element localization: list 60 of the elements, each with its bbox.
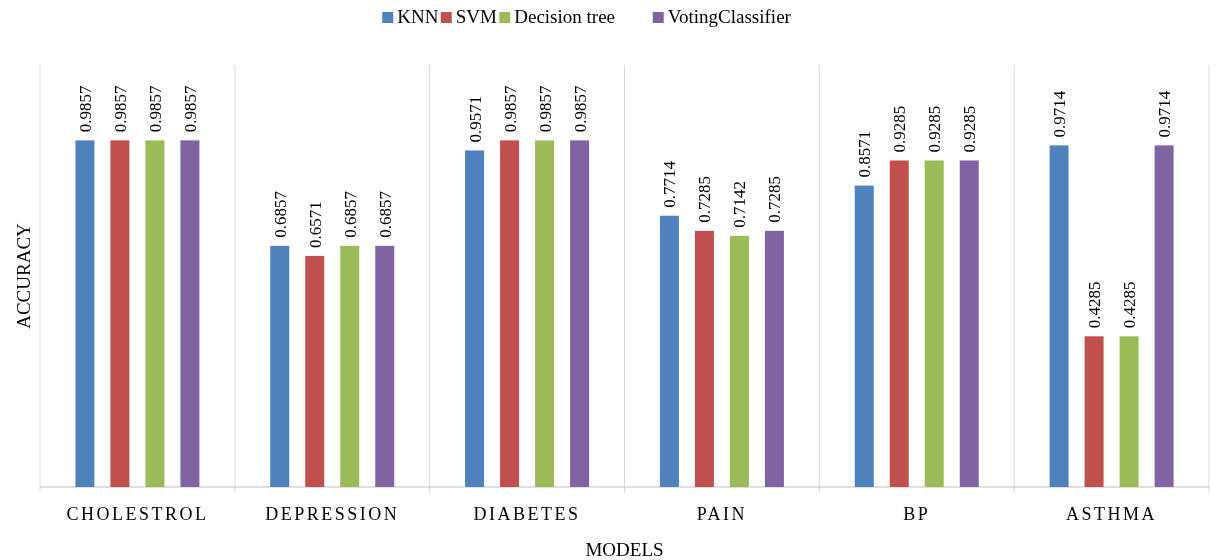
legend-label: KNN [397,6,439,27]
bar [375,245,395,487]
data-label: 0.9571 [465,95,485,143]
bar [694,230,714,487]
legend-label: SVM [455,6,498,27]
x-tick-label: DIABETES [473,504,581,524]
data-label: 0.4285 [1085,281,1105,329]
data-label: 0.9714 [1050,90,1070,138]
bar [180,140,200,487]
bar [659,215,679,487]
data-label: 0.8571 [855,130,875,178]
data-label: 0.9857 [500,85,520,133]
x-tick-label: BP [903,504,931,524]
legend-label: VotingClassifier [667,6,792,27]
bar [465,150,485,487]
data-label: 0.7714 [660,160,680,208]
data-label: 0.6857 [375,190,395,238]
x-tick-label: DEPRESSION [265,504,400,524]
data-label: 0.6857 [270,190,290,238]
data-label: 0.9285 [960,105,980,153]
data-label: 0.9714 [1155,90,1175,138]
data-label: 0.7285 [695,176,715,223]
data-label: 0.6857 [340,190,360,238]
data-label: 0.7285 [765,176,785,223]
data-label: 0.6571 [305,201,325,248]
x-tick-label: CHOLESTROL [66,504,209,524]
bar [270,245,290,487]
bar [75,140,95,487]
bar [854,185,874,487]
bar [959,160,979,487]
data-label: 0.9857 [570,85,590,133]
bar [729,235,749,487]
data-label: 0.9857 [535,85,555,133]
x-axis-title: MODELS [585,539,664,560]
bar [1119,336,1139,487]
bar [1154,145,1174,487]
bar [340,245,360,487]
bar [1084,336,1104,487]
x-tick-label: PAIN [696,504,748,524]
bar [764,230,784,487]
data-label: 0.4285 [1120,281,1140,329]
y-axis-title: ACCURACY [13,222,34,329]
data-label: 0.9857 [180,85,200,133]
bar [570,140,590,487]
x-tick-label: ASTHMA [1066,504,1158,524]
bar [145,140,165,487]
data-label: 0.9857 [145,85,165,133]
data-label: 0.7142 [730,181,750,228]
bar [924,160,944,487]
data-label: 0.9285 [890,105,910,153]
bar [889,160,909,487]
bar [305,255,325,487]
bar [535,140,555,487]
data-label: 0.9857 [75,85,95,133]
data-label: 0.9857 [110,85,130,133]
data-label: 0.9285 [925,105,945,153]
legend-label: Decision tree [514,6,616,27]
bar [1049,145,1069,487]
bar [110,140,130,487]
bar [500,140,520,487]
